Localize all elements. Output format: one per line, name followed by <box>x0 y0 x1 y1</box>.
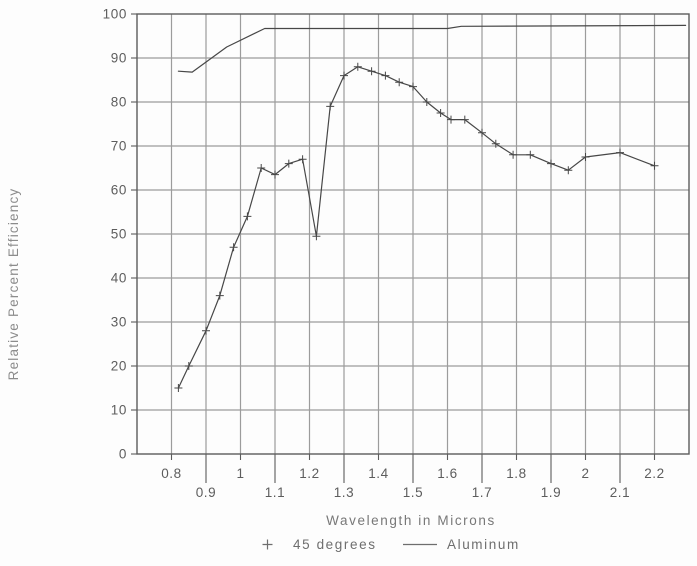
x-tick-label: 1.6 <box>437 466 458 481</box>
series-line-aluminum <box>177 24 687 73</box>
y-tick-label: 10 <box>111 403 127 418</box>
x-tick-label: 2 <box>581 466 589 481</box>
y-tick-label: 80 <box>111 95 127 110</box>
x-tick-label: 1.8 <box>506 466 527 481</box>
data-point-markers-45-degrees <box>174 62 659 392</box>
x-axis-ticks: 0.8 0.9 1 1.1 1.2 1.3 1.4 1.5 1.6 1.7 1.8 1.9 2 2.1 2.… <box>161 454 665 500</box>
legend-series-2-label: Aluminum <box>447 537 520 552</box>
y-tick-label: 20 <box>111 359 127 374</box>
x-tick-label: 0.9 <box>196 485 217 500</box>
series-line-45-degrees <box>177 66 656 389</box>
y-axis-ticks: 0 10 20 30 40 50 60 70 80 90 100 <box>103 7 137 462</box>
plus-marker-icon <box>262 539 273 550</box>
y-tick-label: 100 <box>103 7 127 22</box>
y-tick-label: 70 <box>111 139 127 154</box>
y-tick-label: 30 <box>111 315 127 330</box>
x-axis-title: Wavelength in Microns <box>326 513 496 528</box>
y-tick-label: 60 <box>111 183 127 198</box>
x-tick-label: 1 <box>236 466 244 481</box>
y-tick-label: 90 <box>111 51 127 66</box>
x-tick-label: 1.9 <box>541 485 562 500</box>
legend-series-1-label: 45 degrees <box>293 537 377 552</box>
y-axis-title: Relative Percent Efficiency <box>6 188 21 381</box>
x-tick-label: 1.3 <box>334 485 355 500</box>
x-tick-label: 1.2 <box>299 466 320 481</box>
x-tick-label: 2.1 <box>610 485 631 500</box>
series-layer <box>174 24 687 392</box>
x-tick-label: 1.5 <box>403 485 424 500</box>
y-tick-label: 40 <box>111 271 127 286</box>
grid-layer <box>137 14 689 454</box>
x-tick-label: 1.7 <box>472 485 493 500</box>
x-tick-label: 1.1 <box>265 485 286 500</box>
x-tick-label: 2.2 <box>644 466 665 481</box>
x-tick-label: 0.8 <box>161 466 182 481</box>
y-tick-label: 0 <box>119 447 127 462</box>
x-tick-label: 1.4 <box>368 466 389 481</box>
y-tick-label: 50 <box>111 227 127 242</box>
legend: 45 degrees Aluminum <box>262 537 520 552</box>
